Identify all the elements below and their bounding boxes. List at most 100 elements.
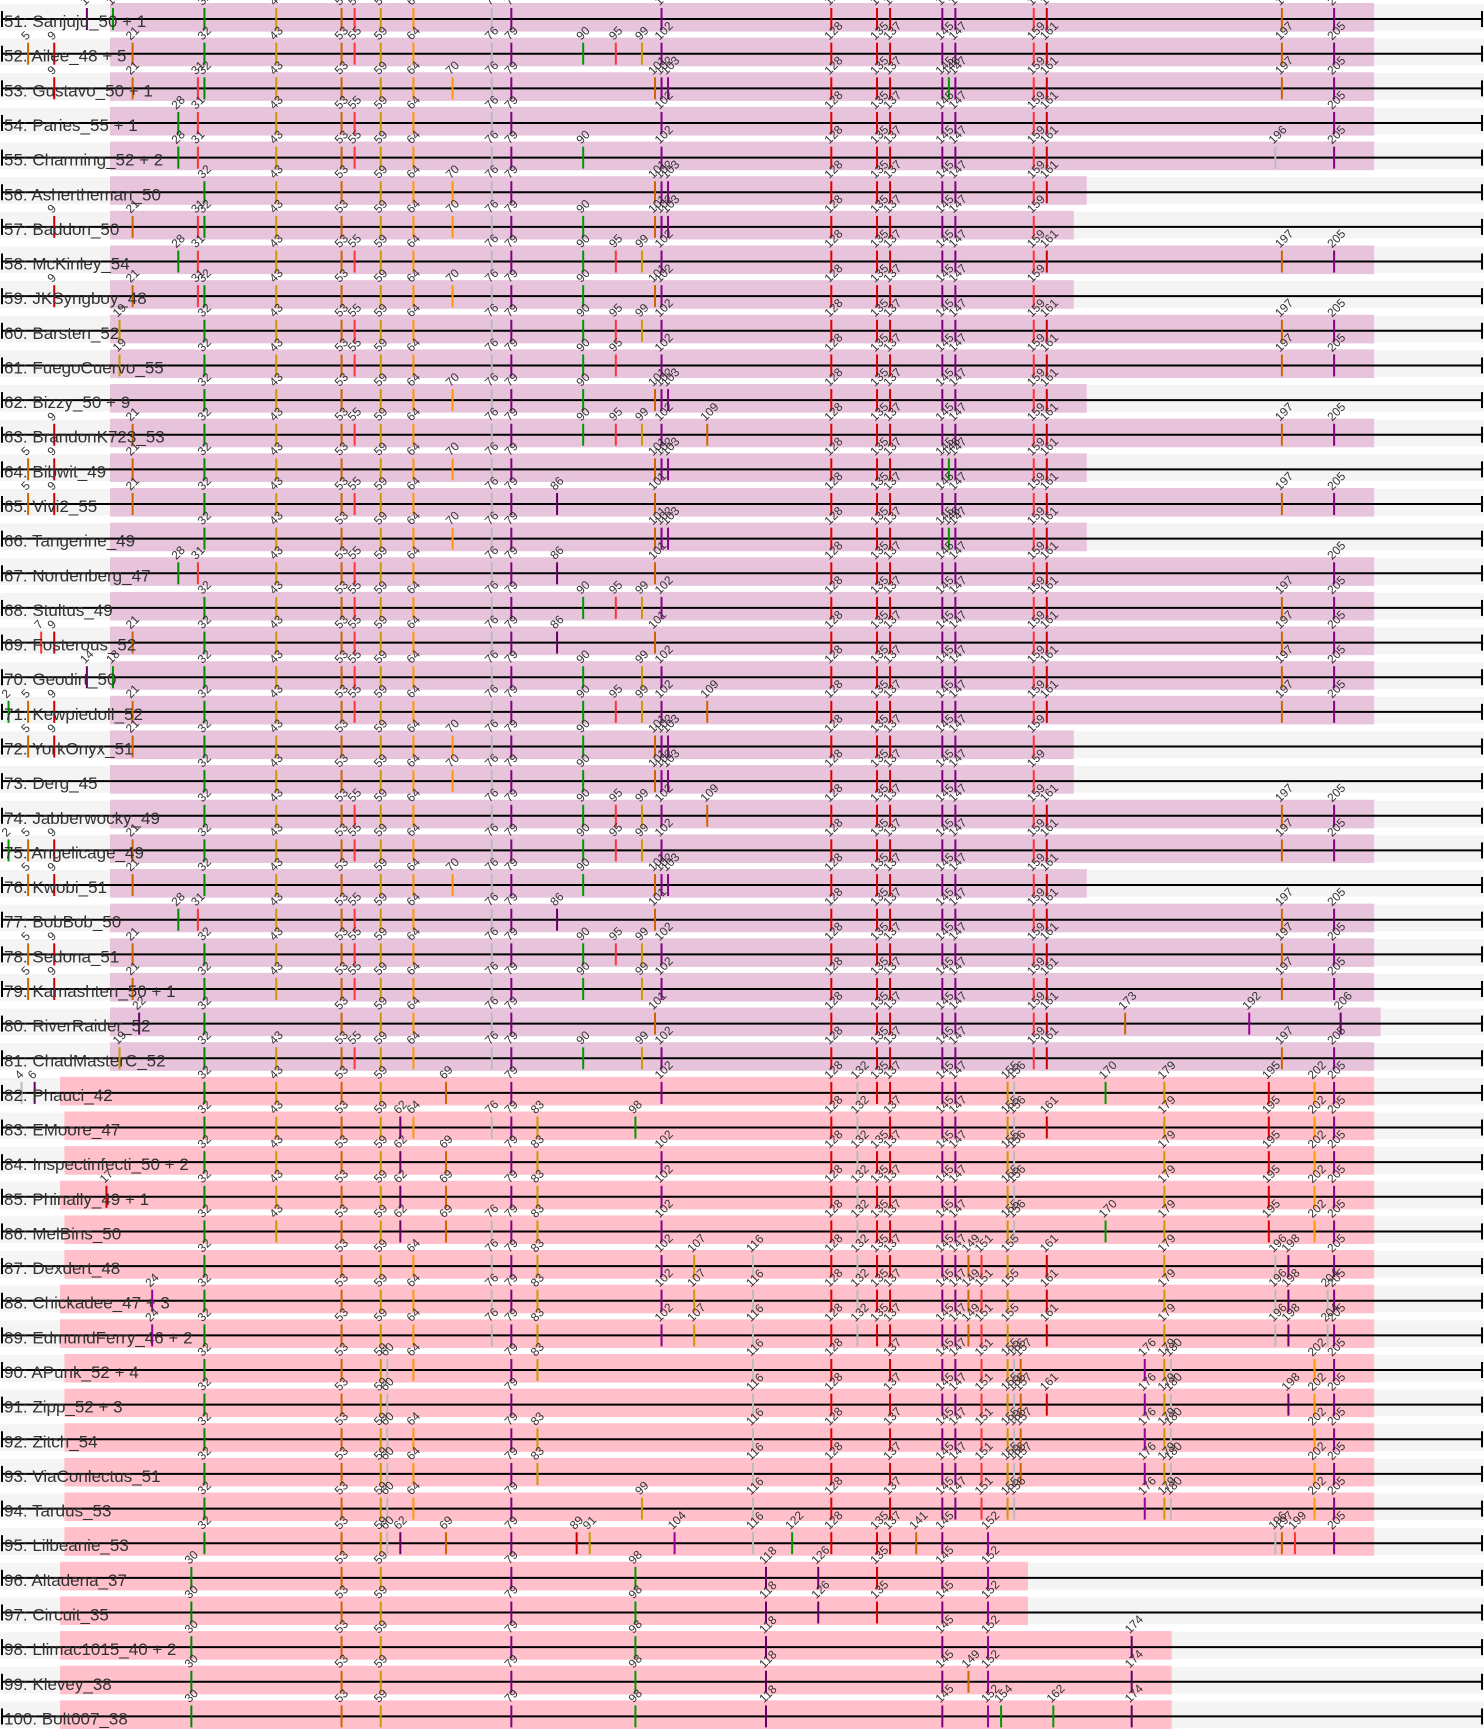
coverage-block (60, 1180, 1375, 1210)
coverage-block (110, 487, 1375, 517)
coverage-block (60, 1284, 1375, 1314)
coverage-block (60, 1319, 1375, 1348)
coverage-block (64, 1388, 1375, 1418)
variant-marks-layer (7, 8, 1342, 1728)
row-label: 57: Baddon_50 (4, 220, 119, 239)
row-label: 98: Llimac1015_40 + 2 (4, 1640, 177, 1659)
row-label: 80: RiverRaider_52 (4, 1017, 150, 1036)
coverage-block (64, 1111, 1375, 1141)
row-label: 83: EMoore_47 (4, 1121, 120, 1140)
coverage-block (60, 1076, 1375, 1106)
row-label: 94: Tardus_53 (4, 1502, 111, 1521)
row-label: 69: Fosterous_52 (4, 636, 136, 655)
row-label: 95: Lilbeanie_53 (4, 1536, 129, 1555)
row-label: 79: Kamashten_50 + 1 (4, 982, 176, 1001)
row-label: 71: Kewpiedoll_52 (4, 705, 143, 724)
coverage-block (110, 938, 1375, 967)
coverage-block (110, 1007, 1381, 1037)
coverage-block (64, 1215, 1375, 1245)
row-label: 73: Derg_45 (4, 774, 98, 793)
coverage-block (110, 245, 1375, 275)
coverage-block (110, 626, 1375, 656)
coverage-block (110, 695, 1375, 725)
row-label: 72: YorkOnyx_51 (4, 739, 133, 758)
row-label: 52: Ailee_48 + 5 (4, 47, 126, 66)
coverage-block (110, 314, 1375, 344)
coverage-block (110, 972, 1375, 1002)
coverage-block (110, 176, 1087, 205)
variant-position-label: 79 (502, 0, 522, 8)
variant-position-label: 43 (266, 0, 286, 8)
row-label: 96: Altadena_37 (4, 1571, 127, 1590)
row-label: 70: Geodirt_50 (4, 670, 116, 689)
variant-position-label: 64 (404, 0, 424, 8)
row-label: 62: Bizzy_50 + 9 (4, 393, 130, 412)
row-label: 82: Phauci_42 (4, 1086, 113, 1105)
coverage-block (110, 1042, 1375, 1071)
variant-position-label: 147 (946, 0, 970, 8)
variant-position-label: 55 (345, 0, 365, 8)
coverage-block (110, 730, 1074, 760)
row-label: 86: MelBins_50 (4, 1224, 121, 1243)
variant-position-label: 53 (332, 0, 352, 8)
row-label: 59: JKSyngboy_48 (4, 289, 147, 308)
row-label: 61: FuegoCuervo_55 (4, 358, 164, 377)
row-lines-layer (1, 11, 1483, 1725)
variant-position-label: 14 (77, 0, 97, 8)
variant-position-label: 76 (482, 0, 502, 8)
coverage-block (110, 72, 1375, 101)
row-label: 65: Vivi2_55 (4, 497, 97, 516)
row-label: 81: ChadMasterC_52 (4, 1051, 166, 1070)
coverage-block (110, 869, 1087, 898)
coverage-block (110, 37, 1375, 67)
coverage-block (64, 1527, 1375, 1556)
variant-position-label: 137 (880, 0, 904, 8)
row-label: 51: Sanjuju_50 + 1 (4, 12, 146, 31)
row-label: 75: Angelicage_49 (4, 843, 144, 862)
row-label: 92: Zitch_54 (4, 1432, 98, 1451)
variant-position-label: 32 (195, 0, 215, 8)
row-label: 74: Jabberwocky_49 (4, 809, 160, 828)
row-label: 93: ViaConlectus_51 (4, 1467, 161, 1486)
coverage-block (110, 765, 1074, 794)
row-label: 84: Inspectinfecti_50 + 2 (4, 1155, 189, 1174)
variant-position-label: 18 (103, 0, 123, 8)
coverage-block (64, 1146, 1375, 1175)
row-label: 64: Bibwit_49 (4, 462, 106, 481)
row-label: 60: Barsten_52 (4, 324, 119, 343)
coverage-block (110, 141, 1375, 171)
row-label: 58: McKinley_54 (4, 255, 130, 274)
coverage-block (110, 557, 1375, 586)
variant-position-label: 59 (371, 0, 391, 8)
variant-position-label: 205 (1324, 0, 1348, 8)
coverage-block (60, 1665, 1172, 1695)
coverage-block (110, 903, 1375, 933)
row-label: 99: Klevey_38 (4, 1675, 112, 1694)
coverage-block (64, 1250, 1375, 1279)
coverage-block (110, 799, 1375, 829)
coverage-block (110, 384, 1087, 413)
row-label: 100: Bolt007_38 (4, 1709, 128, 1728)
coverage-block (64, 1353, 1375, 1383)
coverage-block (110, 210, 1074, 240)
variant-position-label: 135 (867, 0, 891, 8)
coverage-block (110, 3, 1375, 32)
row-label: 56: Ashertheman_50 (4, 185, 161, 204)
coverage-block (60, 1631, 1172, 1660)
row-label: 68: Stultus_49 (4, 601, 113, 620)
row-label: 89: EdmundFerry_46 + 2 (4, 1328, 193, 1347)
row-label: 78: Sedona_51 (4, 947, 119, 966)
row-label: 91: Zipp_52 + 3 (4, 1398, 123, 1417)
variant-position-label: 102 (652, 0, 676, 8)
coverage-block (110, 834, 1375, 863)
row-label: 54: Paries_55 + 1 (4, 116, 138, 135)
coverage-block (110, 453, 1087, 482)
row-label: 67: Nordenberg_47 (4, 566, 151, 585)
variant-position-label: 145 (933, 0, 957, 8)
row-label: 53: Gustavo_50 + 1 (4, 81, 153, 100)
row-label: 77: BobBob_50 (4, 913, 121, 932)
row-label: 66: Tangerine_49 (4, 532, 135, 551)
row-label: 90: APunk_52 + 4 (4, 1363, 139, 1382)
